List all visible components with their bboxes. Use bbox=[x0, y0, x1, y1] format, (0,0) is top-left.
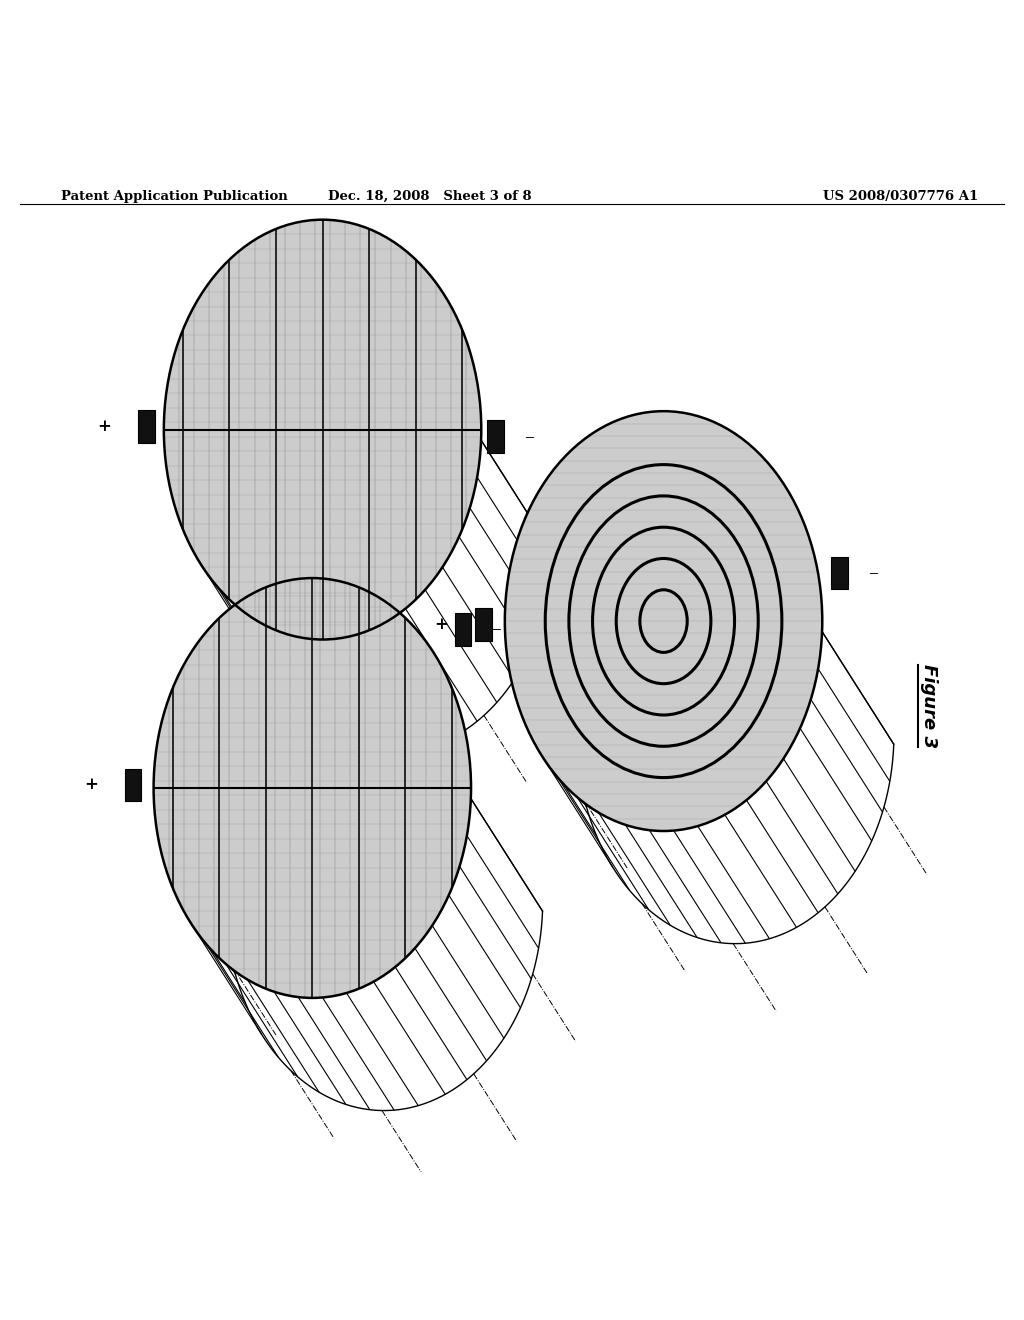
Ellipse shape bbox=[154, 578, 471, 998]
Text: Dec. 18, 2008   Sheet 3 of 8: Dec. 18, 2008 Sheet 3 of 8 bbox=[329, 190, 531, 203]
Bar bbox=[455, 612, 471, 645]
Polygon shape bbox=[164, 440, 553, 752]
Polygon shape bbox=[505, 631, 894, 944]
Text: +: + bbox=[84, 776, 98, 793]
Text: +: + bbox=[434, 615, 449, 632]
Bar bbox=[125, 768, 141, 801]
Bar bbox=[831, 557, 848, 589]
Text: +: + bbox=[97, 418, 112, 436]
Text: Patent Application Publication: Patent Application Publication bbox=[61, 190, 288, 203]
Polygon shape bbox=[154, 799, 543, 1110]
Ellipse shape bbox=[164, 219, 481, 639]
Text: –: – bbox=[524, 428, 535, 446]
Text: US 2008/0307776 A1: US 2008/0307776 A1 bbox=[823, 190, 979, 203]
Text: –: – bbox=[868, 564, 879, 582]
Bar bbox=[475, 607, 492, 640]
Text: Figure 3: Figure 3 bbox=[920, 664, 938, 748]
Bar bbox=[138, 411, 155, 444]
Text: –: – bbox=[492, 620, 502, 639]
Ellipse shape bbox=[505, 411, 822, 832]
Bar bbox=[487, 420, 504, 453]
